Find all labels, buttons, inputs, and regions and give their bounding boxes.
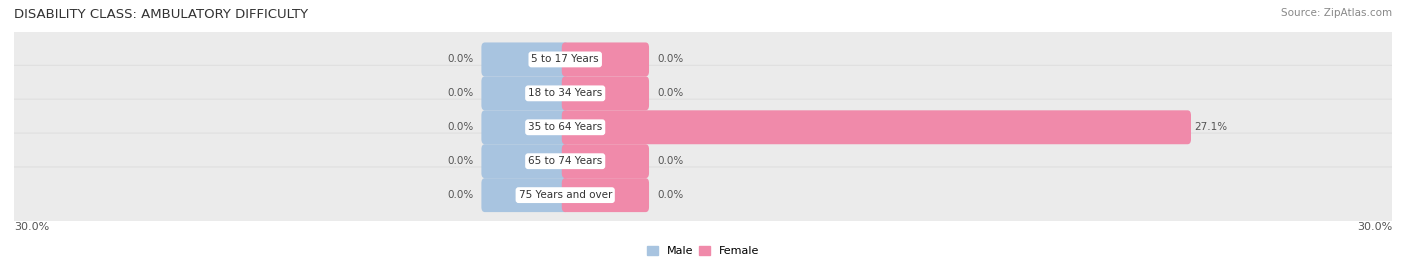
Text: 75 Years and over: 75 Years and over: [519, 190, 612, 200]
Text: 0.0%: 0.0%: [657, 190, 683, 200]
Text: 0.0%: 0.0%: [657, 88, 683, 98]
Text: Source: ZipAtlas.com: Source: ZipAtlas.com: [1281, 8, 1392, 18]
Text: 35 to 64 Years: 35 to 64 Years: [529, 122, 602, 132]
FancyBboxPatch shape: [562, 178, 650, 212]
Text: 0.0%: 0.0%: [447, 156, 474, 166]
Text: 0.0%: 0.0%: [657, 156, 683, 166]
Text: 18 to 34 Years: 18 to 34 Years: [529, 88, 602, 98]
FancyBboxPatch shape: [0, 99, 1406, 155]
FancyBboxPatch shape: [481, 76, 568, 110]
FancyBboxPatch shape: [481, 43, 568, 76]
Text: 0.0%: 0.0%: [447, 190, 474, 200]
FancyBboxPatch shape: [562, 110, 1191, 144]
Text: 5 to 17 Years: 5 to 17 Years: [531, 54, 599, 64]
Text: 0.0%: 0.0%: [657, 54, 683, 64]
Legend: Male, Female: Male, Female: [647, 246, 759, 256]
FancyBboxPatch shape: [562, 144, 650, 178]
FancyBboxPatch shape: [481, 178, 568, 212]
FancyBboxPatch shape: [562, 76, 650, 110]
Text: 0.0%: 0.0%: [447, 54, 474, 64]
FancyBboxPatch shape: [481, 110, 568, 144]
Text: 30.0%: 30.0%: [1357, 222, 1392, 232]
Text: 0.0%: 0.0%: [447, 122, 474, 132]
Text: 30.0%: 30.0%: [14, 222, 49, 232]
FancyBboxPatch shape: [0, 167, 1406, 223]
Text: 27.1%: 27.1%: [1195, 122, 1227, 132]
Text: 0.0%: 0.0%: [447, 88, 474, 98]
FancyBboxPatch shape: [0, 65, 1406, 122]
FancyBboxPatch shape: [0, 133, 1406, 189]
Text: 65 to 74 Years: 65 to 74 Years: [529, 156, 602, 166]
FancyBboxPatch shape: [481, 144, 568, 178]
Text: DISABILITY CLASS: AMBULATORY DIFFICULTY: DISABILITY CLASS: AMBULATORY DIFFICULTY: [14, 8, 308, 21]
FancyBboxPatch shape: [0, 31, 1406, 88]
FancyBboxPatch shape: [562, 43, 650, 76]
